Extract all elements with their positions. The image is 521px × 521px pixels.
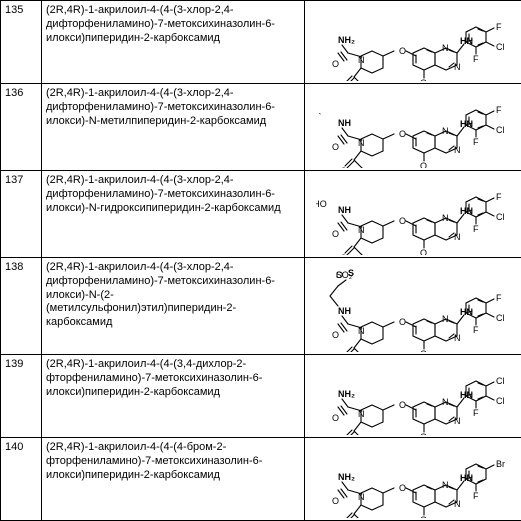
table-row: 140(2R,4R)-1-акрилоил-4-(4-(4-бром-2-фто… [1,438,521,521]
svg-text:O: O [420,349,427,352]
svg-text:F: F [473,408,479,418]
svg-text:N: N [442,397,449,407]
svg-text:O: O [399,216,406,226]
table-row: 136(2R,4R)-1-акрилоил-4-(4-(3-хлор-2,4-д… [1,84,521,171]
compound-table: 135(2R,4R)-1-акрилоил-4-(4-(3-хлор-2,4-д… [0,0,521,521]
svg-text:O: O [399,483,406,493]
svg-text:O: O [399,317,406,327]
svg-text:HO: HO [316,199,327,209]
svg-text:Cl: Cl [496,396,505,406]
svg-text:N: N [358,138,365,148]
compound-structure: HONHOONONNOHNClFF [305,171,521,258]
svg-text:O: O [332,229,339,239]
svg-text:F: F [496,105,502,115]
compound-name: (2R,4R)-1-акрилоил-4-(4-(4-бром-2-фторфе… [42,438,305,521]
svg-text:F: F [473,137,479,147]
table-row: 139(2R,4R)-1-акрилоил-4-(4-(3,4-дихлор-2… [1,355,521,438]
svg-text:F: F [473,54,479,64]
svg-text:N: N [442,314,449,324]
svg-text:Cl: Cl [496,212,505,222]
compound-name: (2R,4R)-1-акрилоил-4-(4-(3-хлор-2,4-дифт… [42,258,305,355]
svg-text:N: N [442,480,449,490]
svg-text:F: F [473,325,479,335]
svg-text:O: O [332,142,339,152]
svg-text:N: N [442,43,449,53]
svg-text:O: O [332,496,339,506]
compound-number: 137 [1,171,42,258]
svg-text:O: O [420,432,427,435]
compound-number: 138 [1,258,42,355]
svg-text:NH: NH [338,205,351,215]
compound-number: 139 [1,355,42,438]
svg-text:N: N [358,55,365,65]
svg-text:HN: HN [460,307,473,317]
table-row: 135(2R,4R)-1-акрилоил-4-(4-(3-хлор-2,4-д… [1,1,521,84]
svg-text:Cl: Cl [496,376,505,386]
compound-name: (2R,4R)-1-акрилоил-4-(4-(3-хлор-2,4-дифт… [42,171,305,258]
svg-text:N: N [454,416,461,426]
svg-text:N: N [358,326,365,336]
svg-text:NH₂: NH₂ [338,389,355,399]
svg-text:O: O [399,129,406,139]
compound-name: (2R,4R)-1-акрилоил-4-(4-(3-хлор-2,4-дифт… [42,1,305,84]
svg-text:N: N [454,499,461,509]
compound-name: (2R,4R)-1-акрилоил-4-(4-(3,4-дихлор-2-фт… [42,355,305,438]
svg-text:F: F [496,22,502,32]
svg-text:Br: Br [496,459,505,469]
svg-text:O: O [420,248,427,255]
svg-text:N: N [454,145,461,155]
svg-text:S: S [348,268,354,278]
compound-name: (2R,4R)-1-акрилоил-4-(4-(3-хлор-2,4-дифт… [42,84,305,171]
svg-text:NH: NH [338,118,351,128]
svg-text:F: F [473,224,479,234]
svg-text:NH: NH [338,306,351,316]
table-row: 137(2R,4R)-1-акрилоил-4-(4-(3-хлор-2,4-д… [1,171,521,258]
compound-structure: SO₂NHOONONNOHNClFFOS [305,258,521,355]
svg-text:N: N [454,232,461,242]
svg-text:O: O [399,46,406,56]
svg-text:O: O [399,400,406,410]
svg-text:O: O [420,515,427,518]
compound-structure: `NHOONONNOHNClFF [305,84,521,171]
svg-text:N: N [442,126,449,136]
svg-text:Cl: Cl [496,313,505,323]
svg-text:O: O [340,253,347,255]
compound-number: 136 [1,84,42,171]
svg-text:O: O [332,413,339,423]
svg-text:N: N [358,409,365,419]
svg-text:N: N [358,225,365,235]
svg-text:Cl: Cl [496,42,505,52]
svg-text:`: ` [318,112,321,122]
svg-text:N: N [442,213,449,223]
compound-number: 135 [1,1,42,84]
compound-structure: NH₂OONONNOHNBrF [305,438,521,521]
svg-text:HN: HN [460,36,473,46]
svg-text:NH₂: NH₂ [338,35,355,45]
svg-text:Cl: Cl [496,125,505,135]
compound-structure: NH₂OONONNOHNClFF [305,1,521,84]
svg-text:N: N [454,62,461,72]
svg-text:O: O [420,161,427,168]
svg-text:F: F [496,293,502,303]
svg-text:F: F [496,192,502,202]
svg-text:O: O [332,59,339,69]
svg-text:O: O [336,270,343,280]
svg-text:O: O [332,330,339,340]
svg-text:NH₂: NH₂ [338,472,355,482]
svg-text:O: O [340,166,347,168]
compound-number: 140 [1,438,42,521]
svg-text:N: N [454,333,461,343]
svg-text:HN: HN [460,119,473,129]
svg-text:N: N [358,492,365,502]
svg-text:HN: HN [460,390,473,400]
svg-text:HN: HN [460,473,473,483]
compound-structure: NH₂OONONNOHNClClF [305,355,521,438]
svg-text:O: O [420,78,427,81]
table-row: 138(2R,4R)-1-акрилоил-4-(4-(3-хлор-2,4-д… [1,258,521,355]
svg-text:HN: HN [460,206,473,216]
